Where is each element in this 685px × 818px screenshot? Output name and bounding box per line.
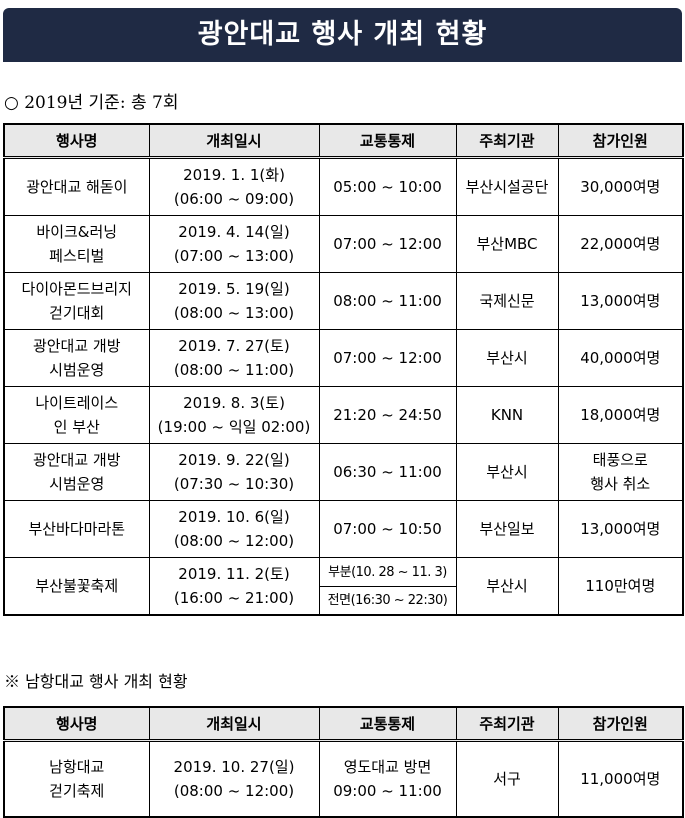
col-header: 개최일시 bbox=[148, 123, 320, 159]
header-row: 행사명 개최일시 교통통제 주최기관 참가인원 bbox=[3, 123, 684, 159]
col-header: 개최일시 bbox=[148, 706, 320, 742]
traffic-control: 영도대교 방면 09:00 ~ 11:00 bbox=[318, 740, 457, 818]
event-date: 2019. 8. 3(토) (19:00 ~ 익일 02:00) bbox=[148, 386, 320, 444]
traffic-control: 07:00 ~ 12:00 bbox=[318, 215, 457, 273]
traffic-control: 05:00 ~ 10:00 bbox=[318, 157, 457, 216]
table-row: 부산바다마라톤 2019. 10. 6(일) (08:00 ~ 12:00) 07:0… bbox=[3, 500, 684, 558]
col-header: 행사명 bbox=[3, 123, 150, 159]
host: 부산시 bbox=[455, 329, 559, 387]
col-header: 주최기관 bbox=[455, 706, 559, 742]
traffic-control: 07:00 ~ 12:00 bbox=[318, 329, 457, 387]
namhang-events-table: 행사명 개최일시 교통통제 주최기관 참가인원 남항대교 걷기축제 2019. 1… bbox=[3, 706, 684, 818]
table-row: 광안대교 개방 시범운영 2019. 7. 27(토) (08:00 ~ 11:00)… bbox=[3, 329, 684, 387]
header-row: 행사명 개최일시 교통통제 주최기관 참가인원 bbox=[3, 706, 684, 742]
event-date: 2019. 5. 19(일) (08:00 ~ 13:00) bbox=[148, 272, 320, 330]
traffic-control: 부분(10. 28 ~ 11. 3) 전면(16:30 ~ 22:30) bbox=[318, 557, 457, 616]
event-name: 광안대교 개방 시범운영 bbox=[3, 443, 150, 501]
table-row: 광안대교 해돋이 2019. 1. 1(화) (06:00 ~ 09:00) 05:0… bbox=[3, 157, 684, 216]
col-header: 주최기관 bbox=[455, 123, 559, 159]
traffic-control: 08:00 ~ 11:00 bbox=[318, 272, 457, 330]
note: ※ 남항대교 행사 개최 현황 bbox=[4, 672, 188, 691]
event-date: 2019. 10. 27(일) (08:00 ~ 12:00) bbox=[148, 740, 320, 818]
table-row: 나이트레이스 인 부산 2019. 8. 3(토) (19:00 ~ 익일 02:00… bbox=[3, 386, 684, 444]
event-name: 남항대교 걷기축제 bbox=[3, 740, 150, 818]
event-name: 다이아몬드브리지 걷기대회 bbox=[3, 272, 150, 330]
event-name: 바이크&러닝 페스티벌 bbox=[3, 215, 150, 273]
attendance: 11,000여명 bbox=[557, 740, 684, 818]
event-name: 광안대교 해돋이 bbox=[3, 157, 150, 216]
traffic-control: 07:00 ~ 10:50 bbox=[318, 500, 457, 558]
gwangan-events-table: 행사명 개최일시 교통통제 주최기관 참가인원 광안대교 해돋이 2019. 1.… bbox=[3, 123, 684, 616]
summary: ○ 2019년 기준: 총 7회 bbox=[4, 93, 179, 113]
traffic-control: 06:30 ~ 11:00 bbox=[318, 443, 457, 501]
attendance: 40,000여명 bbox=[557, 329, 684, 387]
table-row: 바이크&러닝 페스티벌 2019. 4. 14(일) (07:00 ~ 13:00) 0… bbox=[3, 215, 684, 273]
attendance: 13,000여명 bbox=[557, 272, 684, 330]
attendance: 태풍으로 행사 취소 bbox=[557, 443, 684, 501]
event-name: 부산불꽃축제 bbox=[3, 557, 150, 616]
event-date: 2019. 9. 22(일) (07:30 ~ 10:30) bbox=[148, 443, 320, 501]
col-header: 참가인원 bbox=[557, 123, 684, 159]
col-header: 참가인원 bbox=[557, 706, 684, 742]
attendance: 18,000여명 bbox=[557, 386, 684, 444]
attendance: 13,000여명 bbox=[557, 500, 684, 558]
col-header: 교통통제 bbox=[318, 123, 457, 159]
host: KNN bbox=[455, 386, 559, 444]
table-row: 다이아몬드브리지 걷기대회 2019. 5. 19(일) (08:00 ~ 13:00… bbox=[3, 272, 684, 330]
host: 부산시 bbox=[455, 443, 559, 501]
attendance: 22,000여명 bbox=[557, 215, 684, 273]
host: 부산일보 bbox=[455, 500, 559, 558]
table-row: 남항대교 걷기축제 2019. 10. 27(일) (08:00 ~ 12:00) … bbox=[3, 740, 684, 818]
event-name: 광안대교 개방 시범운영 bbox=[3, 329, 150, 387]
host: 부산시설공단 bbox=[455, 157, 559, 216]
host: 서구 bbox=[455, 740, 559, 818]
col-header: 교통통제 bbox=[318, 706, 457, 742]
host: 부산MBC bbox=[455, 215, 559, 273]
page-title: 광안대교 행사 개최 현황 bbox=[3, 8, 682, 62]
attendance: 110만여명 bbox=[557, 557, 684, 616]
attendance: 30,000여명 bbox=[557, 157, 684, 216]
event-date: 2019. 1. 1(화) (06:00 ~ 09:00) bbox=[148, 157, 320, 216]
event-date: 2019. 7. 27(토) (08:00 ~ 11:00) bbox=[148, 329, 320, 387]
host: 국제신문 bbox=[455, 272, 559, 330]
event-name: 나이트레이스 인 부산 bbox=[3, 386, 150, 444]
event-date: 2019. 10. 6(일) (08:00 ~ 12:00) bbox=[148, 500, 320, 558]
event-date: 2019. 11. 2(토) (16:00 ~ 21:00) bbox=[148, 557, 320, 616]
table-row: 광안대교 개방 시범운영 2019. 9. 22(일) (07:30 ~ 10:30)… bbox=[3, 443, 684, 501]
event-date: 2019. 4. 14(일) (07:00 ~ 13:00) bbox=[148, 215, 320, 273]
host: 부산시 bbox=[455, 557, 559, 616]
table-row: 부산불꽃축제 2019. 11. 2(토) (16:00 ~ 21:00) 부분(… bbox=[3, 557, 684, 616]
event-name: 부산바다마라톤 bbox=[3, 500, 150, 558]
col-header: 행사명 bbox=[3, 706, 150, 742]
traffic-control: 21:20 ~ 24:50 bbox=[318, 386, 457, 444]
